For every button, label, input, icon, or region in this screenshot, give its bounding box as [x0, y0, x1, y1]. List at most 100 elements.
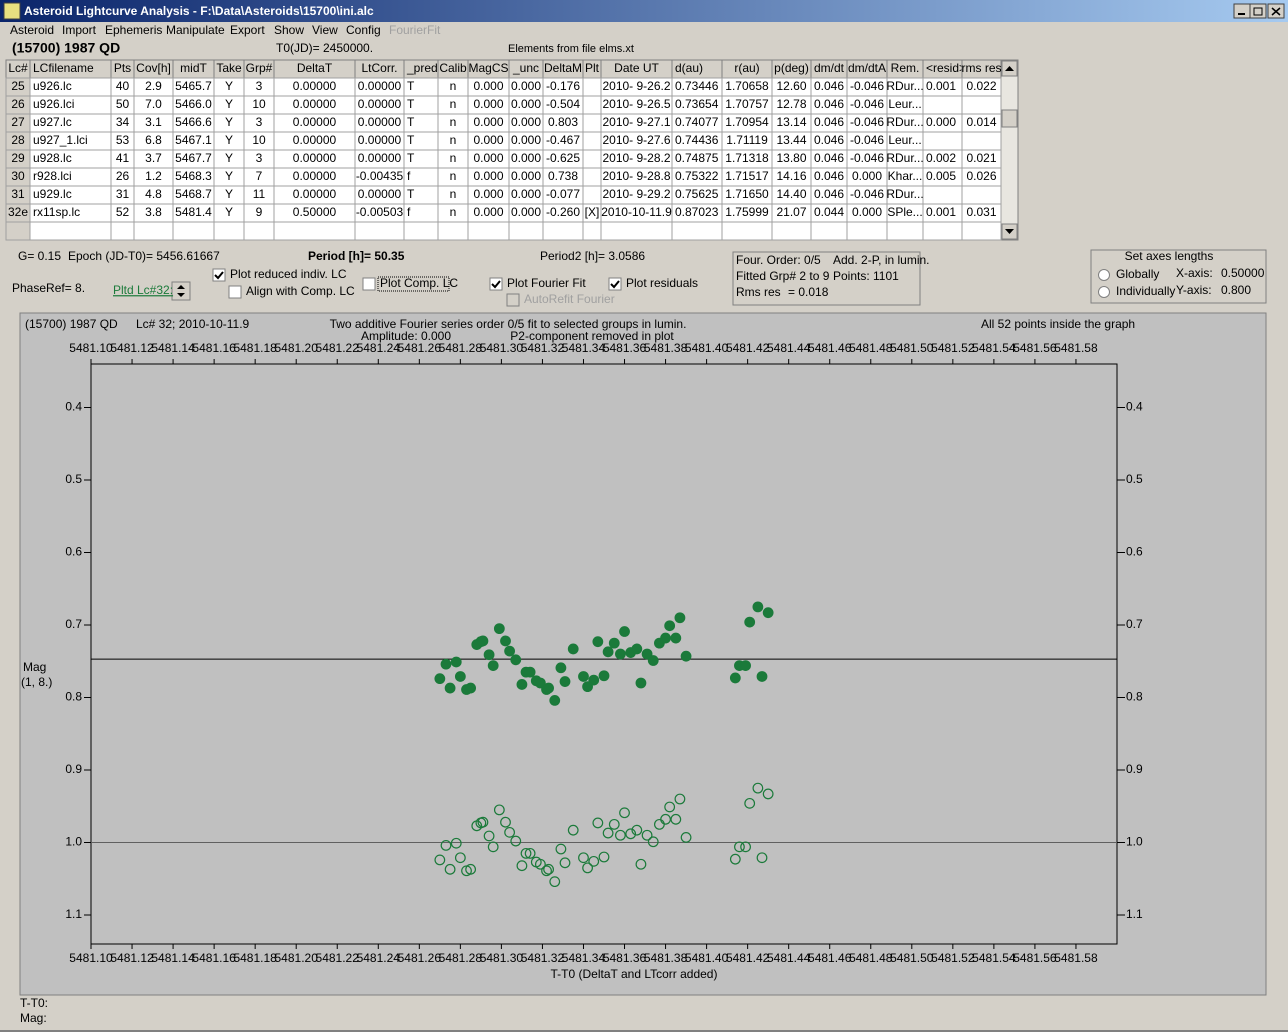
- minimize-button[interactable]: [1233, 3, 1251, 19]
- cell-text: 7: [256, 169, 263, 183]
- checkbox[interactable]: [608, 277, 622, 291]
- cell-text: 3: [256, 79, 263, 93]
- table-cell: [133, 221, 174, 241]
- cell-text: 0.000: [511, 187, 541, 201]
- y-tick-label-right: 0.5: [1126, 472, 1143, 486]
- data-point-filled: [582, 681, 593, 693]
- menu-item[interactable]: Show: [274, 23, 304, 37]
- checkbox[interactable]: [362, 277, 376, 291]
- data-point-open: [543, 863, 554, 875]
- spinner[interactable]: [171, 281, 191, 301]
- x-tick-label-top: 5481.28: [439, 341, 483, 355]
- column-header-label: Plt: [585, 61, 600, 75]
- cell-text: 0.00000: [293, 97, 337, 111]
- column-header-label: Calib: [439, 61, 467, 75]
- column-header-label: d(au): [675, 61, 703, 75]
- y-tick-label-right: 0.8: [1126, 690, 1143, 704]
- table-cell: [886, 221, 924, 241]
- data-point-open: [598, 851, 610, 863]
- cell-text: 13.44: [776, 133, 806, 147]
- period-value: Period [h]= 50.35: [308, 249, 405, 263]
- table-cell: [508, 221, 544, 241]
- cell-text: 2010- 9-28.2: [602, 151, 670, 165]
- x-tick-label: 5481.44: [767, 951, 811, 965]
- cell-text: 1.70658: [725, 79, 769, 93]
- data-point-filled: [641, 648, 653, 660]
- data-point-filled: [762, 607, 774, 619]
- y-tick-label-right: 0.9: [1126, 762, 1143, 776]
- info-box: [732, 251, 921, 306]
- x-tick-label: 5481.32: [521, 951, 565, 965]
- window-buttons[interactable]: [1233, 3, 1285, 19]
- menu-item[interactable]: Config: [346, 23, 381, 37]
- cell-text: T: [407, 151, 415, 165]
- cell-text: 14.40: [776, 187, 806, 201]
- cell-text: n: [450, 169, 457, 183]
- data-point-filled: [444, 682, 456, 694]
- data-point-filled: [744, 616, 756, 628]
- column-header-label: Lc#: [8, 61, 28, 75]
- data-point-filled: [592, 636, 604, 648]
- cell-text: 0.000: [473, 169, 503, 183]
- check-mark: [214, 271, 224, 280]
- column-header-label: r(au): [734, 61, 759, 75]
- cell-text: 0.00000: [293, 169, 337, 183]
- checkbox[interactable]: [489, 277, 503, 291]
- data-point-open: [504, 826, 516, 838]
- table-cell: [582, 149, 602, 169]
- cell-text: n: [450, 79, 457, 93]
- cell-text: 0.000: [852, 169, 882, 183]
- table-cell: [582, 131, 602, 151]
- graph-inside: All 52 points inside the graph: [981, 317, 1135, 331]
- cell-text: 2010- 9-29.2: [602, 187, 670, 201]
- x-tick-label: 5481.26: [398, 951, 442, 965]
- cell-text: 0.00000: [293, 115, 337, 129]
- x-tick-label-top: 5481.42: [726, 341, 770, 355]
- y-tick-label: 0.6: [65, 545, 82, 559]
- menu-item[interactable]: View: [312, 23, 338, 37]
- cell-text: 10: [252, 133, 266, 147]
- pltd-lc-link[interactable]: Pltd Lc#32:: [113, 283, 173, 297]
- menu-item[interactable]: FourierFit: [389, 23, 441, 37]
- title-bar: [0, 0, 1288, 22]
- phase-ref: PhaseRef= 8.: [12, 281, 85, 295]
- cell-text: n: [450, 151, 457, 165]
- restore-button[interactable]: [1249, 3, 1267, 19]
- cell-text: 0.000: [473, 205, 503, 219]
- menu-item[interactable]: Export: [230, 23, 265, 37]
- menu-item[interactable]: Manipulate: [166, 23, 225, 37]
- radio-button[interactable]: [1098, 269, 1110, 281]
- table-cell: [437, 221, 469, 241]
- menu-item[interactable]: Asteroid: [10, 23, 54, 37]
- t0-label: T0(JD)= 2450000.: [276, 41, 373, 55]
- cell-text: Y: [225, 205, 233, 219]
- data-point-filled: [555, 662, 567, 674]
- data-point-filled: [615, 648, 626, 660]
- table-cell: [582, 167, 602, 187]
- elements-label: Elements from file elms.xt: [508, 43, 634, 55]
- cell-text: RDur...: [886, 151, 923, 165]
- cell-text: T: [407, 133, 415, 147]
- data-point-open: [559, 857, 571, 869]
- menu-item[interactable]: Ephemeris: [105, 23, 162, 37]
- radio-button[interactable]: [1098, 286, 1110, 298]
- x-tick-label-top: 5481.24: [357, 341, 401, 355]
- x-tick-label: 5481.14: [151, 951, 195, 965]
- y-tick-label: 0.5: [65, 472, 82, 486]
- table-scrollbar[interactable]: [1000, 59, 1019, 241]
- data-point-open: [647, 836, 659, 848]
- checkbox[interactable]: [228, 285, 242, 299]
- scroll-thumb[interactable]: [1001, 109, 1018, 128]
- cell-text: 1.75999: [725, 205, 769, 219]
- x-tick-label-top: 5481.36: [603, 341, 647, 355]
- checkbox-label: Plot reduced indiv. LC: [230, 267, 347, 281]
- table-cell: [273, 221, 356, 241]
- checkbox[interactable]: [212, 268, 226, 282]
- x-tick-label-top: 5481.46: [808, 341, 852, 355]
- menu-item[interactable]: Import: [62, 23, 97, 37]
- cell-text: 0.75625: [675, 187, 719, 201]
- data-point-filled: [465, 682, 477, 694]
- table-cell: [961, 131, 1002, 151]
- row-header: [5, 221, 31, 241]
